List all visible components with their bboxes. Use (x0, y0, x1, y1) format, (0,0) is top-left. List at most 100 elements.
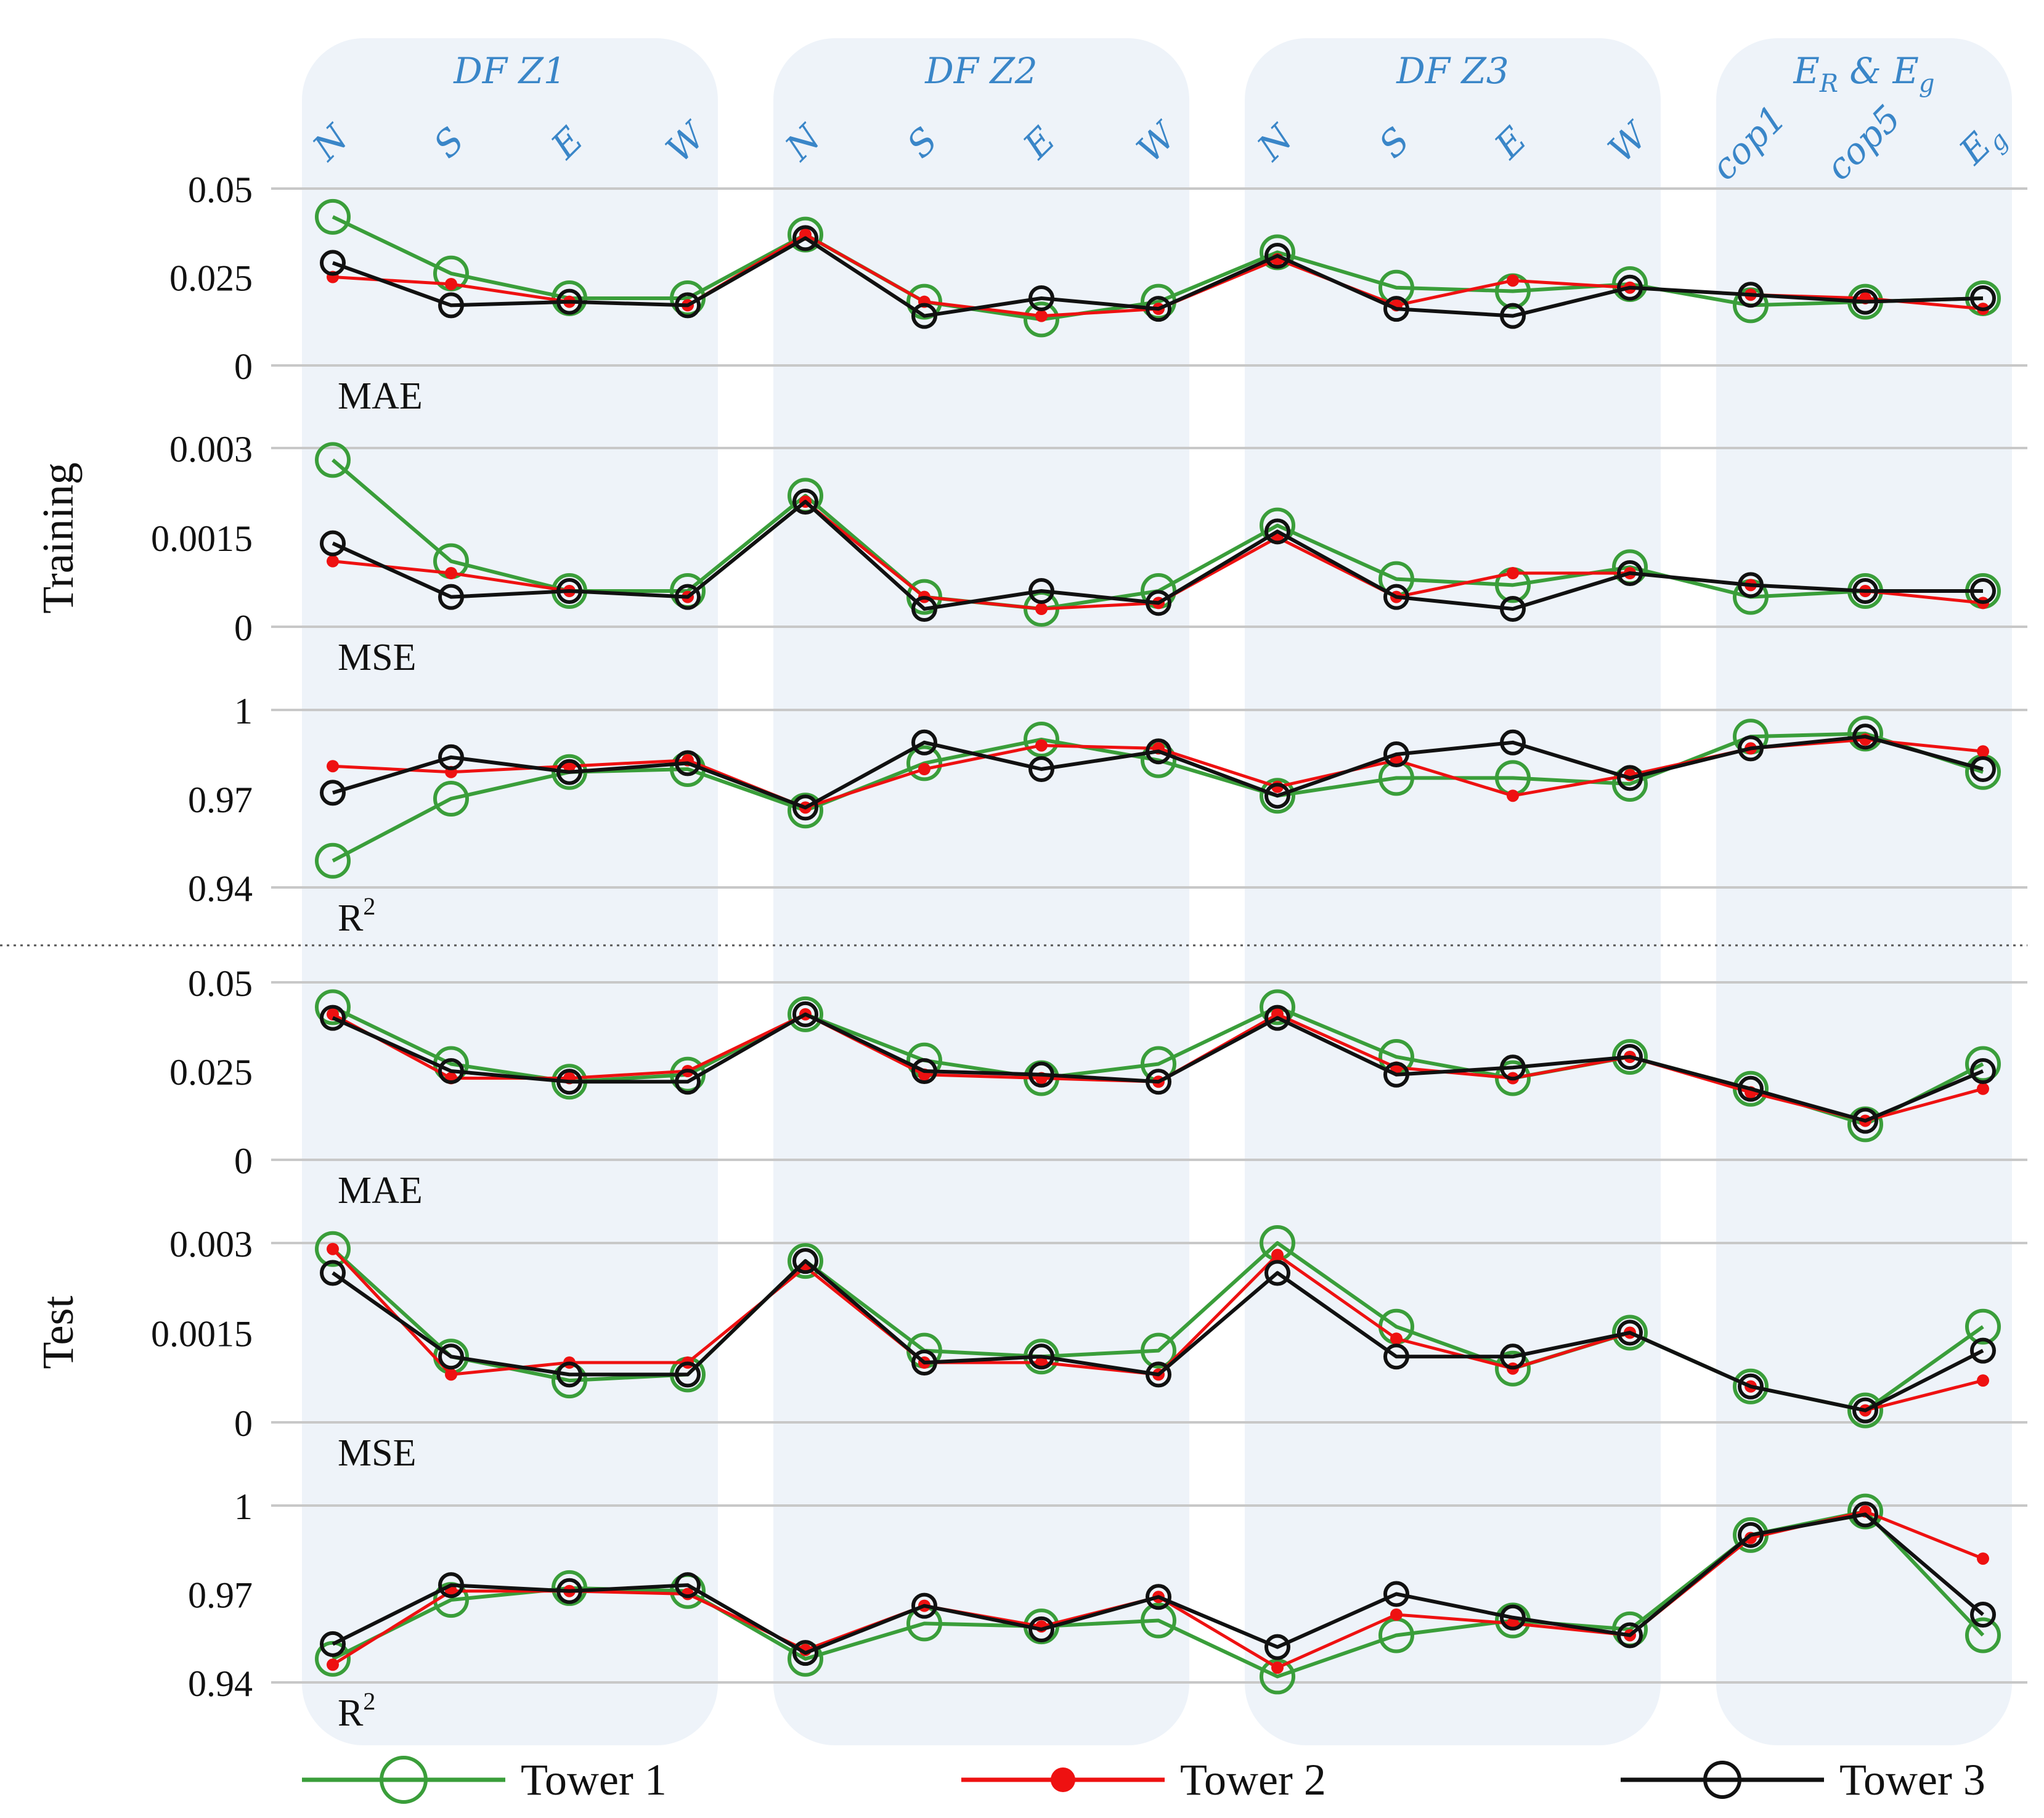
tick-label: 0.003 (169, 1224, 253, 1265)
metric-label-part: R (338, 897, 364, 939)
tick-label: 0.94 (188, 1663, 253, 1704)
marker-tower-3 (675, 1361, 701, 1388)
marker-tower-1 (1965, 1046, 2001, 1082)
group-title-sub: R (1819, 70, 1838, 98)
marker-tower-3 (792, 225, 818, 251)
marker-tower-3 (320, 1260, 346, 1286)
marker-tower-2 (799, 228, 812, 241)
marker-tower-3 (1146, 1069, 1171, 1095)
marker-tower-3 (1738, 1522, 1764, 1548)
marker-tower-3 (911, 1592, 937, 1619)
marker-tower-1 (315, 442, 351, 478)
marker-tower-3 (1617, 1622, 1643, 1649)
marker-tower-3 (1738, 282, 1764, 308)
marker-tower-1 (1260, 989, 1295, 1025)
marker-tower-1 (433, 781, 469, 817)
marker-tower-1 (1141, 1602, 1176, 1639)
marker-tower-3 (1264, 243, 1290, 269)
marker-tower-1 (1733, 1368, 1769, 1404)
plot-series (315, 198, 2001, 1695)
marker-tower-3 (1500, 1343, 1526, 1370)
marker-tower-1 (906, 579, 942, 615)
marker-tower-2 (1507, 274, 1519, 287)
section-label-training: Training (33, 462, 83, 613)
marker-tower-1 (1965, 1308, 2001, 1345)
marker-tower-1 (906, 745, 942, 781)
marker-tower-3 (792, 1248, 818, 1274)
legend: Tower 1 Tower 2 Tower 3 (302, 1755, 1985, 1804)
series-line-tower-1 (332, 215, 1984, 322)
marker-tower-3 (1146, 738, 1171, 765)
marker-tower-3 (1970, 1601, 1996, 1628)
tick-label: 0 (234, 1141, 253, 1181)
section-label-test: Test (33, 1296, 83, 1369)
marker-tower-1 (315, 989, 351, 1025)
marker-tower-3 (1617, 274, 1643, 301)
band-df-z2 (773, 38, 1189, 1745)
marker-tower-2 (327, 555, 339, 568)
marker-tower-3 (675, 1069, 701, 1095)
marker-tower-3 (1146, 590, 1171, 616)
marker-tower-3 (1146, 296, 1171, 322)
marker-tower-3 (792, 489, 818, 515)
marker-tower-2 (327, 1242, 339, 1255)
marker-tower-2 (445, 1368, 457, 1381)
marker-tower-1 (788, 996, 823, 1032)
marker-tower-3 (1028, 578, 1054, 604)
marker-tower-1 (1847, 1493, 1883, 1530)
metric-label-mse: MSE (338, 637, 416, 679)
marker-tower-2 (445, 277, 457, 290)
marker-tower-1 (315, 842, 351, 879)
legend-label-tower-3: Tower 3 (1839, 1755, 1985, 1804)
marker-tower-3 (911, 596, 937, 622)
marker-tower-1 (1024, 301, 1059, 338)
marker-tower-2 (1390, 1608, 1403, 1621)
marker-tower-3 (1852, 1107, 1878, 1134)
marker-tower-3 (1852, 578, 1878, 604)
series-line-tower-3 (332, 735, 1984, 810)
band-df-z3 (1245, 38, 1661, 1745)
marker-tower-1 (1495, 1350, 1531, 1387)
marker-tower-2 (1035, 309, 1048, 322)
series-line-tower-3 (332, 1259, 1984, 1412)
marker-tower-3 (438, 1343, 464, 1370)
marker-tower-3 (1028, 1343, 1054, 1370)
marker-tower-2 (1035, 603, 1048, 615)
marker-tower-1 (788, 793, 823, 829)
marker-tower-3 (675, 750, 701, 777)
marker-tower-3 (1264, 1634, 1290, 1660)
marker-tower-2 (327, 760, 339, 773)
marker-tower-3 (1738, 735, 1764, 762)
marker-tower-1 (1965, 1617, 2001, 1653)
marker-tower-3 (1738, 1075, 1764, 1102)
legend-label-tower-2: Tower 2 (1180, 1755, 1326, 1804)
marker-tower-3 (438, 584, 464, 610)
marker-tower-3 (1970, 756, 1996, 782)
tick-label: 0.97 (188, 780, 253, 820)
marker-tower-3 (1500, 1054, 1526, 1081)
marker-tower-3 (1264, 783, 1290, 809)
tick-label: 1 (234, 1486, 253, 1527)
marker-tower-3 (438, 744, 464, 770)
marker-tower-2 (1977, 1552, 1989, 1565)
marker-tower-3 (1852, 724, 1878, 750)
tick-label: 0 (234, 1403, 253, 1444)
marker-tower-3 (1852, 1397, 1878, 1424)
marker-tower-3 (1264, 518, 1290, 545)
marker-tower-3 (1738, 1373, 1764, 1400)
marker-tower-1 (552, 1570, 587, 1606)
marker-tower-3 (1500, 303, 1526, 329)
tick-label: 0.025 (169, 258, 253, 299)
marker-tower-1 (315, 1231, 351, 1267)
marker-tower-2 (1035, 739, 1048, 752)
marker-tower-1 (1612, 1315, 1648, 1351)
tick-label: 0.94 (188, 868, 253, 909)
marker-tower-3 (1617, 1043, 1643, 1070)
marker-tower-3 (320, 1005, 346, 1031)
marker-tower-3 (1383, 1343, 1409, 1370)
metric-label-sup: 2 (363, 1687, 375, 1715)
marker-tower-3 (556, 1361, 582, 1388)
marker-tower-3 (438, 1058, 464, 1084)
marker-tower-3 (320, 1631, 346, 1657)
